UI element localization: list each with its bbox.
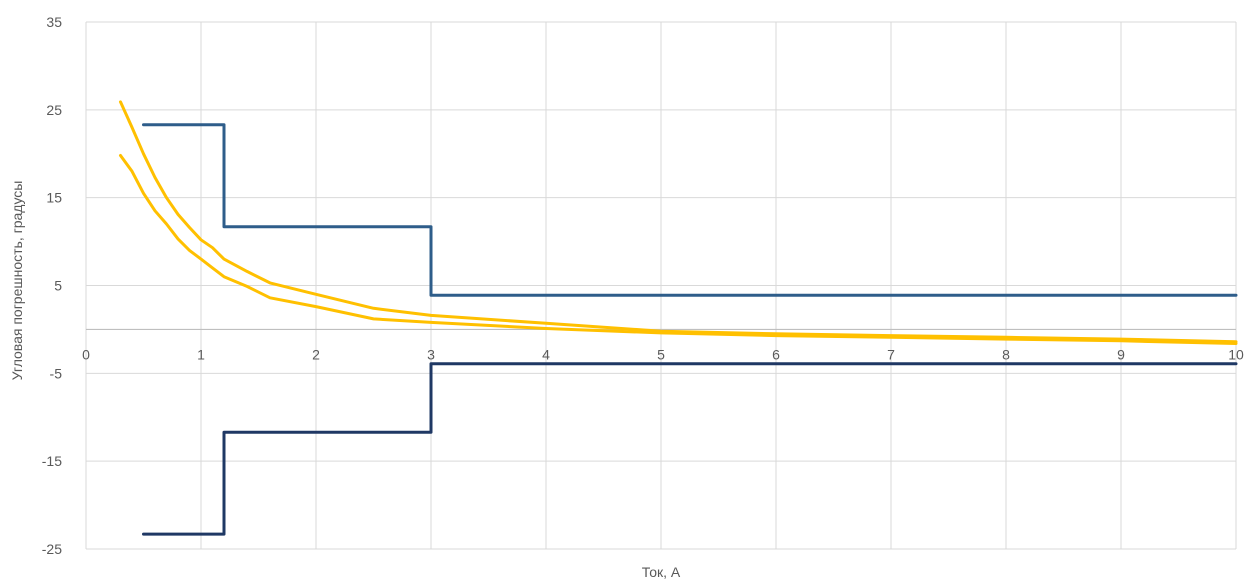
series-line-4 [119, 154, 1238, 345]
x-tick-label: 7 [887, 346, 895, 362]
y-tick-label: 15 [46, 190, 62, 206]
x-tick-label: 10 [1228, 346, 1244, 362]
y-tick-label: -25 [42, 541, 62, 557]
x-tick-label: 6 [772, 346, 780, 362]
y-tick-label: -15 [42, 453, 62, 469]
x-axis-title: Ток, А [642, 564, 681, 580]
y-tick-label: 35 [46, 14, 62, 30]
x-tick-label: 3 [427, 346, 435, 362]
y-tick-label: -5 [50, 365, 63, 381]
x-tick-label: 5 [657, 346, 665, 362]
x-tick-label: 0 [82, 346, 90, 362]
x-tick-label: 1 [197, 346, 205, 362]
x-tick-label: 2 [312, 346, 320, 362]
x-tick-label: 4 [542, 346, 550, 362]
x-tick-label: 9 [1117, 346, 1125, 362]
tick-labels: 0 1 2 3 4 5 6 7 8 9 10 35 25 15 5 -5 -15 -25 [42, 14, 1244, 557]
y-tick-label: 25 [46, 102, 62, 118]
y-axis-title: Угловая погрешность, градусы [9, 181, 25, 381]
series-line-1 [142, 123, 1238, 297]
series-line-3 [119, 100, 1238, 344]
y-tick-label: 5 [54, 278, 62, 294]
series-lines [119, 100, 1238, 536]
grid [85, 21, 1237, 550]
x-tick-label: 8 [1002, 346, 1010, 362]
series-line-2 [142, 362, 1238, 536]
